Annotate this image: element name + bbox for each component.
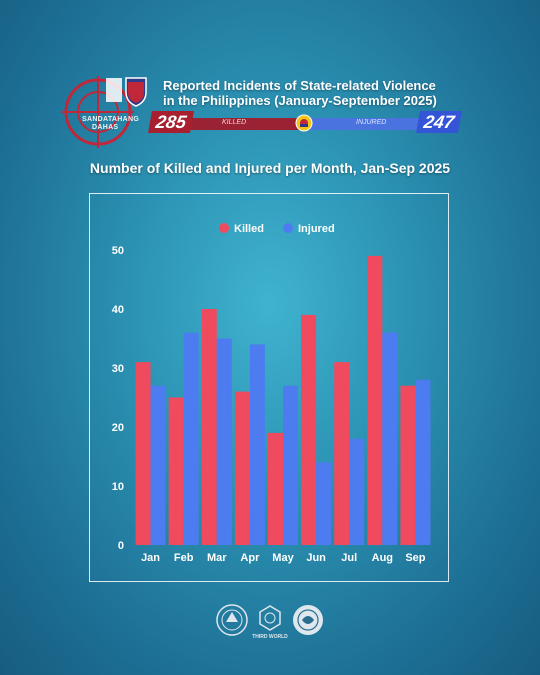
university-seal-icon <box>216 604 248 636</box>
injured-total: 247 <box>416 111 462 133</box>
bar-killed-sep <box>400 385 416 545</box>
x-tick-label: Mar <box>207 552 227 564</box>
x-tick-label: Jan <box>141 552 160 564</box>
bar-injured-sep <box>415 379 431 545</box>
bar-killed-apr <box>234 391 250 545</box>
x-tick-label: Feb <box>174 552 194 564</box>
y-tick-label: 30 <box>112 363 124 375</box>
svg-text:THIRD WORLD: THIRD WORLD <box>252 634 288 640</box>
bar-killed-jul <box>334 362 350 545</box>
philippine-seal-icon <box>295 114 313 132</box>
bar-killed-mar <box>201 309 217 545</box>
third-world-studies-center-icon: THIRD WORLD <box>252 605 288 640</box>
page-title: Reported Incidents of State-related Viol… <box>163 78 437 108</box>
chart-title: Number of Killed and Injured per Month, … <box>89 160 451 176</box>
y-tick-label: 50 <box>112 245 124 257</box>
x-tick-label: Apr <box>240 552 260 564</box>
x-tick-label: Sep <box>405 552 425 564</box>
legend-marker-killed <box>219 223 229 233</box>
y-tick-label: 20 <box>112 422 124 434</box>
logo-text: SANDATAHANG DAHAS <box>82 116 140 131</box>
bar-killed-may <box>268 432 283 545</box>
bar-injured-mar <box>216 338 232 545</box>
x-tick-label: Jul <box>341 552 357 564</box>
bar-injured-may <box>283 385 298 545</box>
y-tick-label: 40 <box>112 304 124 316</box>
legend-label-injured: Injured <box>298 223 335 235</box>
x-tick-label: Jun <box>306 552 326 564</box>
bar-killed-jun <box>301 314 317 545</box>
bar-injured-aug <box>382 332 398 545</box>
bar-injured-jan <box>150 385 166 545</box>
x-tick-label: May <box>272 552 294 564</box>
killed-label: KILLED <box>222 119 247 126</box>
legend-label-killed: Killed <box>234 223 264 235</box>
partner-seal-icon <box>293 605 323 635</box>
y-tick-label: 0 <box>118 540 124 552</box>
chart-panel: Killed Injured 0 10 20 30 40 50 Jan Feb Mar Apr May J… <box>89 193 449 582</box>
footer-logos: THIRD WORLD <box>216 604 323 640</box>
bar-killed-aug <box>367 255 383 545</box>
injured-label: INJURED <box>356 119 387 126</box>
legend-marker-injured <box>283 223 293 233</box>
injured-bar <box>310 118 435 130</box>
killed-total: 285 <box>148 111 194 133</box>
bar-injured-jul <box>349 438 365 545</box>
tally-bar: 285 KILLED INJURED 247 <box>148 111 462 133</box>
bar-chart: Killed Injured 0 10 20 30 40 50 Jan Feb Mar Apr May J… <box>112 223 431 564</box>
bar-injured-jun <box>316 462 332 545</box>
bar-killed-feb <box>168 397 184 545</box>
sandatahang-dahas-logo <box>62 76 147 148</box>
bar-killed-jan <box>135 362 151 545</box>
bar-injured-apr <box>249 344 265 545</box>
x-tick-label: Aug <box>372 552 393 564</box>
y-tick-label: 10 <box>112 481 124 493</box>
bar-injured-feb <box>183 332 199 545</box>
